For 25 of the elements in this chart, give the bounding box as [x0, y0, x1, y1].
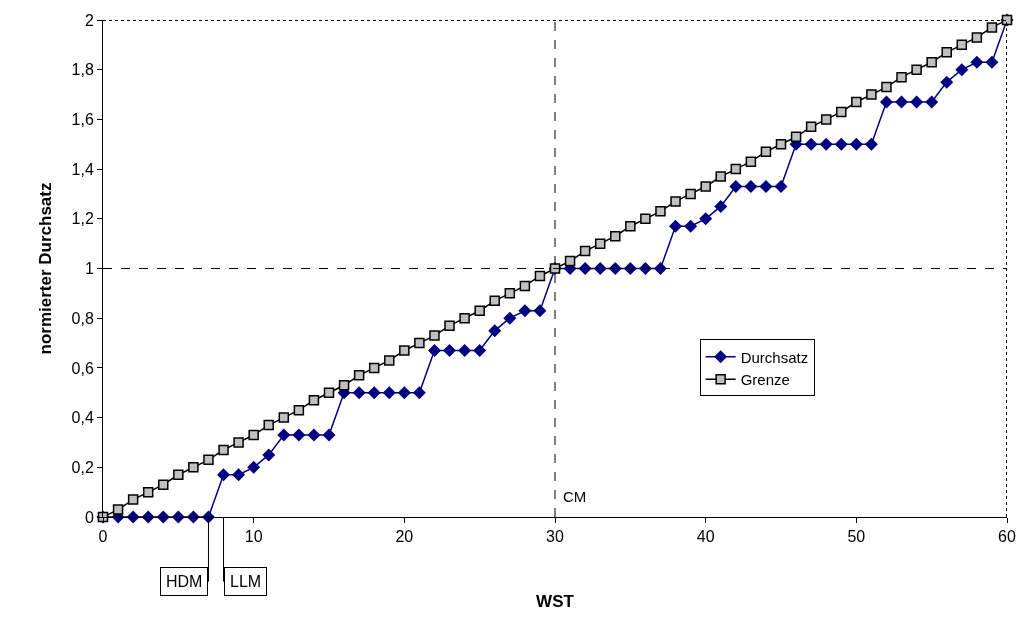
- ref-line-label: LLM: [230, 573, 262, 590]
- y-tick-label: 0,2: [71, 458, 94, 476]
- y-tick-label: 1: [84, 260, 94, 278]
- y-tick-label: 0: [84, 508, 94, 526]
- x-axis-title: WST: [536, 591, 575, 611]
- legend-label: Grenze: [740, 371, 790, 388]
- x-tick-label: 60: [998, 528, 1016, 546]
- y-tick-label: 1,6: [71, 111, 94, 128]
- x-tick-label: 10: [244, 528, 263, 546]
- legend-label: Durchsatz: [740, 348, 809, 366]
- y-tick-label: 1,4: [71, 160, 94, 178]
- x-tick-label: 30: [546, 528, 564, 546]
- x-tick-label: 20: [395, 528, 414, 546]
- y-tick-label: 0,8: [71, 309, 94, 327]
- y-tick-label: 2: [84, 11, 94, 29]
- ref-line-label: CM: [563, 488, 587, 505]
- x-tick-label: 0: [98, 528, 108, 546]
- x-tick-label: 40: [696, 528, 715, 546]
- x-tick-label: 50: [847, 528, 866, 546]
- y-axis-title: normierter Durchsatz: [36, 182, 56, 355]
- y-tick-label: 0,4: [71, 409, 94, 427]
- y-tick-label: 1,8: [71, 61, 94, 79]
- ref-line-label: HDM: [166, 573, 203, 590]
- y-tick-label: 0,6: [71, 359, 94, 377]
- y-tick-label: 1,2: [71, 210, 94, 228]
